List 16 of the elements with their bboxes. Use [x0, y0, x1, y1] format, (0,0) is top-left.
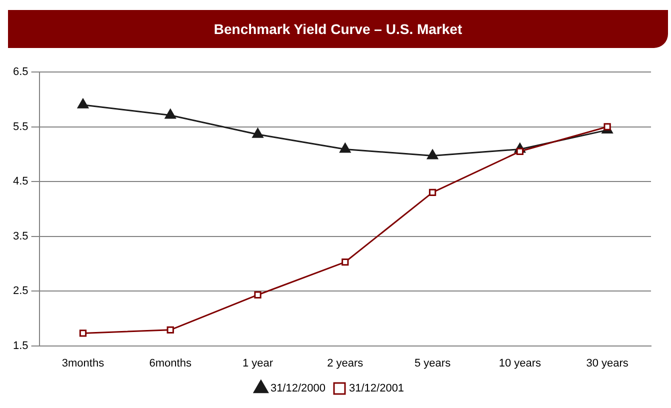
- y-tick-label: 3.5: [12, 230, 28, 242]
- y-tick-label: 2.5: [12, 285, 28, 298]
- x-tick-label: 5 years: [414, 357, 452, 370]
- y-tick-label: 5.5: [12, 120, 28, 133]
- y-tick-label: 6.5: [12, 66, 28, 78]
- legend-label: 31/12/2001: [349, 382, 404, 395]
- y-tick-label: 4.5: [12, 176, 28, 188]
- x-tick-label: 2 years: [327, 357, 364, 370]
- x-tick-label: 6months: [149, 357, 192, 370]
- chart-title: Benchmark Yield Curve – U.S. Market: [8, 10, 668, 48]
- x-tick-label: 1 year: [242, 357, 274, 370]
- x-tick-label: 10 years: [498, 357, 542, 370]
- x-tick-label: 3months: [62, 357, 105, 370]
- legend-label: 31/12/2000: [270, 382, 326, 395]
- y-tick-label: 1.5: [12, 340, 28, 352]
- x-tick-label: 30 years: [586, 357, 629, 370]
